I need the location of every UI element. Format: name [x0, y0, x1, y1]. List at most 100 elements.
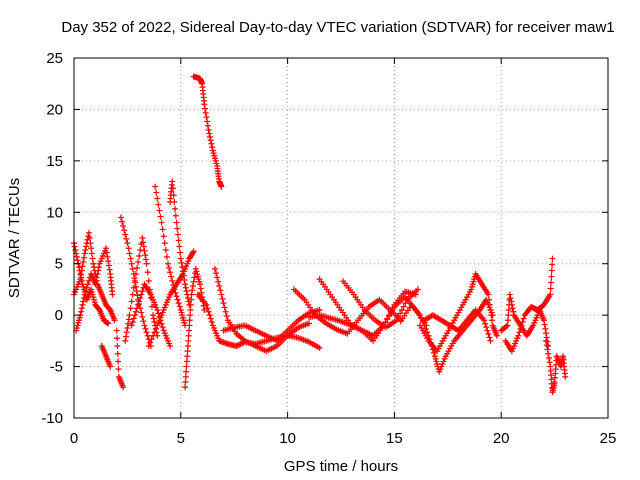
data-point: [384, 316, 391, 323]
axis-ticks: [73, 57, 609, 419]
data-point: [94, 271, 101, 277]
data-point: [544, 338, 551, 345]
data-point: [78, 267, 85, 274]
data-point: [167, 269, 174, 276]
data-point: [73, 253, 80, 260]
data-point: [140, 239, 147, 246]
data-point: [203, 301, 210, 308]
data-point: [190, 248, 197, 255]
y-tick-label: 10: [46, 204, 63, 221]
data-point: [487, 337, 494, 344]
data-point: [184, 343, 191, 349]
data-point: [79, 301, 86, 308]
data-point: [207, 137, 214, 144]
data-point: [168, 273, 175, 280]
data-point: [205, 308, 212, 315]
data-point: [166, 265, 173, 271]
data-point: [187, 312, 194, 319]
data-point: [126, 250, 133, 257]
data-point: [130, 315, 137, 322]
data-point: [185, 332, 192, 339]
data-point: [177, 249, 184, 256]
data-point: [481, 317, 488, 324]
x-tick-label: 5: [177, 430, 185, 447]
data-point: [543, 342, 550, 349]
data-point: [160, 233, 167, 240]
data-point: [74, 257, 81, 264]
data-point: [172, 205, 179, 212]
data-point: [197, 285, 204, 292]
data-point: [86, 235, 93, 241]
data-point: [397, 310, 404, 317]
data-point: [136, 253, 143, 259]
data-point: [164, 260, 171, 267]
data-point: [80, 295, 87, 301]
data-point: [485, 331, 492, 337]
data-point: [218, 291, 225, 298]
data-point: [137, 295, 144, 301]
data-point: [159, 226, 166, 233]
data-point: [129, 265, 136, 272]
data-point: [206, 312, 213, 319]
data-point: [127, 305, 134, 312]
data-point: [387, 310, 394, 317]
data-point: [510, 308, 517, 315]
data-point: [395, 313, 402, 320]
data-point: [81, 250, 88, 257]
data-point: [223, 313, 230, 319]
data-point: [115, 366, 122, 373]
data-point: [82, 247, 89, 253]
data-point: [188, 291, 195, 298]
data-point: [84, 281, 91, 288]
data-point: [151, 319, 158, 325]
data-point: [206, 133, 213, 140]
data-point: [208, 140, 215, 147]
data-point: [487, 307, 494, 313]
data-point: [155, 310, 162, 317]
data-point: [509, 305, 516, 312]
data-point: [143, 329, 150, 336]
data-point: [219, 295, 226, 302]
data-point: [158, 219, 165, 226]
data-point: [493, 332, 500, 339]
data-point: [546, 359, 553, 366]
data-point: [120, 384, 127, 391]
data-point: [218, 183, 225, 190]
data-point: [207, 315, 214, 322]
data-point: [88, 245, 95, 252]
y-tick-label: 5: [55, 256, 63, 273]
data-point: [545, 343, 552, 349]
data-point: [184, 353, 191, 360]
data-point: [123, 235, 130, 242]
data-point: [150, 332, 157, 339]
x-tick-label: 20: [493, 430, 510, 447]
data-point: [111, 317, 118, 324]
data-point: [202, 105, 209, 112]
data-point: [417, 312, 424, 319]
data-point: [503, 323, 510, 330]
data-point: [414, 286, 421, 293]
data-point: [215, 278, 222, 285]
data-point: [504, 317, 511, 324]
data-point: [129, 291, 136, 298]
data-point: [190, 278, 197, 285]
data-point: [134, 305, 141, 312]
data-point: [125, 316, 132, 323]
data-point: [182, 284, 189, 291]
x-tick-labels: 0 5 10 15 20 25: [70, 430, 617, 447]
data-point: [484, 327, 491, 334]
data-point: [545, 350, 552, 357]
data-point: [148, 303, 155, 310]
data-point: [77, 271, 84, 277]
data-point: [177, 255, 184, 262]
data-point: [424, 329, 431, 336]
data-point: [504, 322, 511, 329]
y-tick-label: 20: [46, 101, 63, 118]
data-point: [119, 218, 126, 225]
data-point: [183, 358, 190, 365]
data-point: [217, 287, 224, 294]
data-point: [156, 207, 163, 214]
data-point: [153, 189, 160, 196]
data-point: [105, 258, 112, 265]
data-point: [134, 265, 141, 271]
